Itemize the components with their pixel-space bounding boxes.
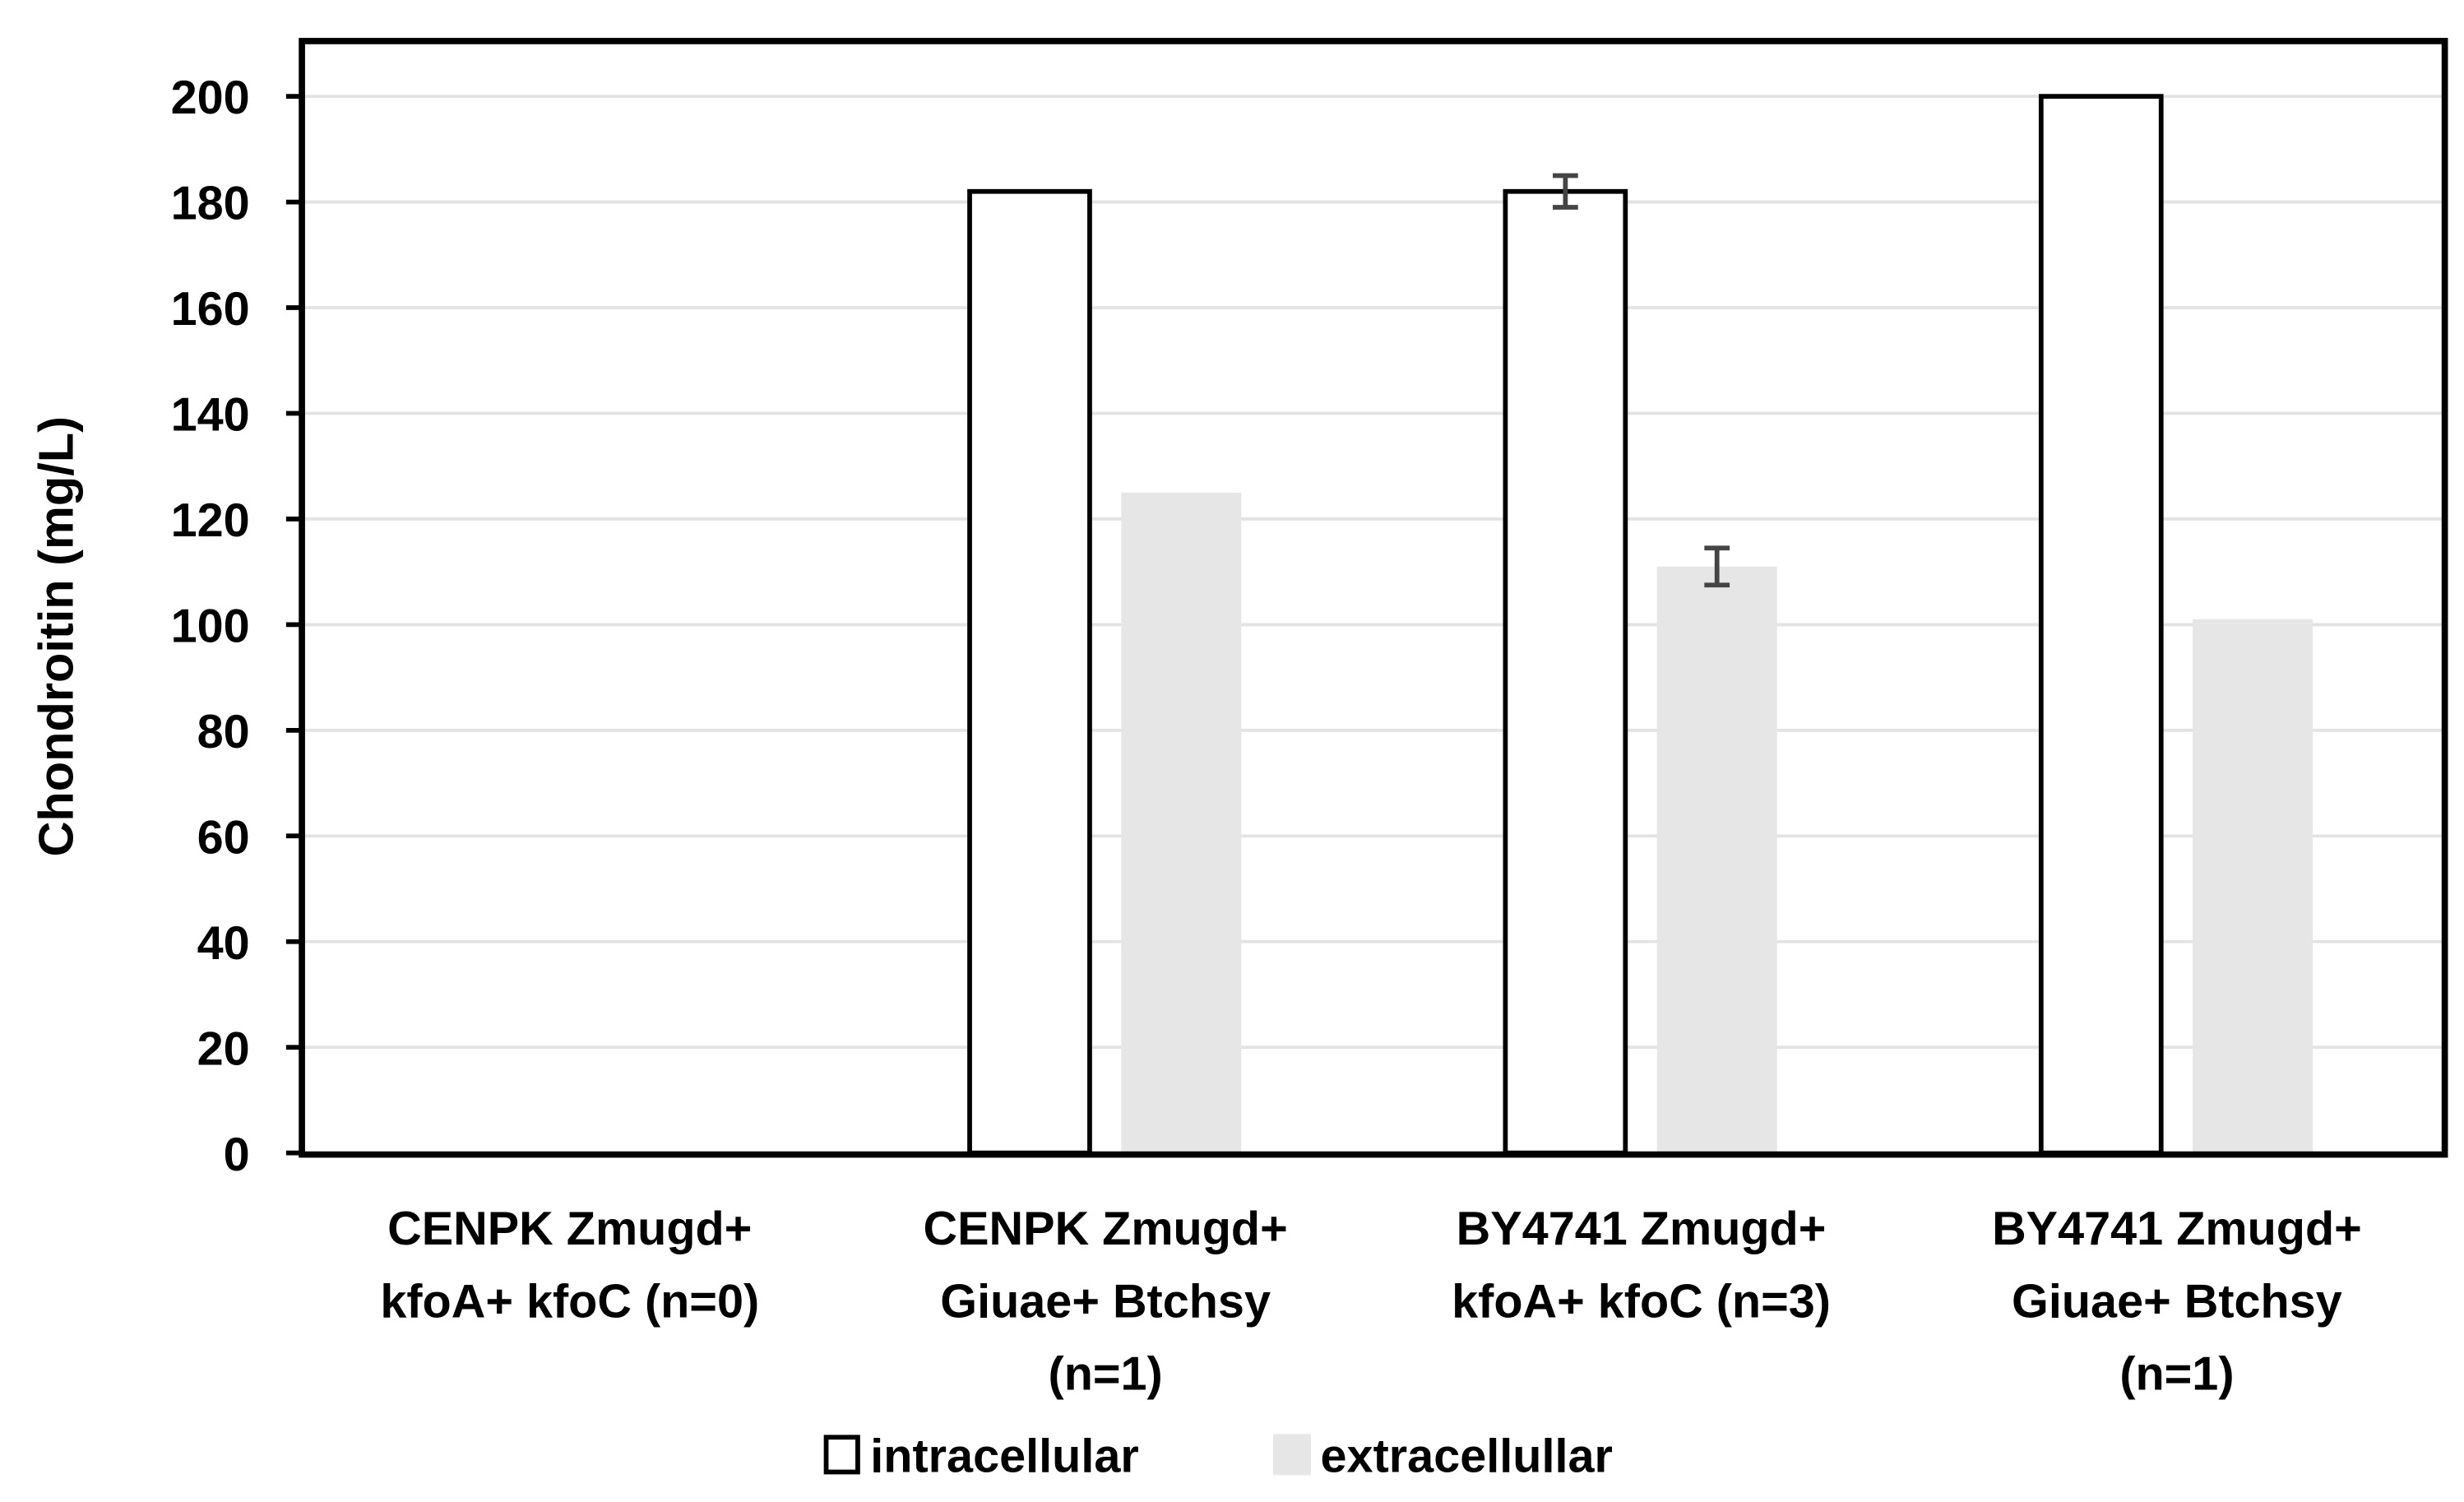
x-category-label: CENPK Zmugd+ bbox=[387, 1203, 752, 1255]
y-tick-label: 0 bbox=[224, 1129, 250, 1181]
y-tick-label: 160 bbox=[171, 283, 250, 336]
plot-frame bbox=[299, 38, 2448, 1158]
bar-intracellular-1 bbox=[967, 188, 1092, 1156]
x-category-label: Giuae+ Btchsy bbox=[940, 1275, 1271, 1328]
bar-intracellular-2 bbox=[1503, 188, 1628, 1156]
bar-extracellullar-3 bbox=[2193, 619, 2313, 1153]
y-tick-label: 20 bbox=[197, 1022, 250, 1075]
y-tick-label: 80 bbox=[197, 706, 250, 758]
y-tick-label: 100 bbox=[171, 600, 250, 653]
error-bar-extracellullar-2 bbox=[1704, 545, 1730, 588]
legend: intracellular extracellullar bbox=[823, 1430, 1613, 1483]
bars bbox=[967, 94, 2313, 1156]
bar-extracellullar-2 bbox=[1656, 566, 1777, 1153]
y-tick-label: 40 bbox=[197, 917, 250, 970]
y-tick-label: 120 bbox=[171, 494, 250, 547]
x-category-label: (n=1) bbox=[2119, 1348, 2234, 1401]
x-category-label: BY4741 Zmugd+ bbox=[1992, 1203, 2362, 1255]
bar-extracellullar-1 bbox=[1121, 492, 1242, 1153]
error-bar-intracellular-2 bbox=[1553, 173, 1578, 210]
x-category-label: kfoA+ kfoC (n=3) bbox=[1452, 1275, 1831, 1328]
x-category-label: Giuae+ Btchsy bbox=[2012, 1275, 2342, 1328]
y-tick-label: 200 bbox=[171, 72, 250, 124]
x-category-label: kfoA+ kfoC (n=0) bbox=[380, 1275, 759, 1328]
x-axis-categories: CENPK Zmugd+ kfoA+ kfoC (n=0) CENPK Zmugd+… bbox=[380, 1203, 2361, 1401]
x-category-label: CENPK Zmugd+ bbox=[924, 1203, 1288, 1255]
y-tick-label: 60 bbox=[197, 811, 250, 864]
x-category-label: (n=1) bbox=[1049, 1348, 1163, 1401]
legend-swatch-extracellular bbox=[1272, 1434, 1312, 1476]
y-axis-ticks: 0 20 40 60 80 100 120 140 160 180 200 bbox=[171, 72, 303, 1181]
x-category-label: BY4741 Zmugd+ bbox=[1457, 1203, 1827, 1255]
bar-intracellular-3 bbox=[2038, 94, 2164, 1156]
y-tick-label: 180 bbox=[171, 178, 250, 230]
y-axis-label: Chondroitin (mg/L) bbox=[29, 416, 84, 857]
legend-label-extracellular: extracellullar bbox=[1321, 1430, 1613, 1483]
y-tick-label: 140 bbox=[171, 389, 250, 442]
legend-label-intracellular: intracellular bbox=[870, 1430, 1139, 1483]
legend-swatch-intracellular bbox=[823, 1435, 860, 1475]
